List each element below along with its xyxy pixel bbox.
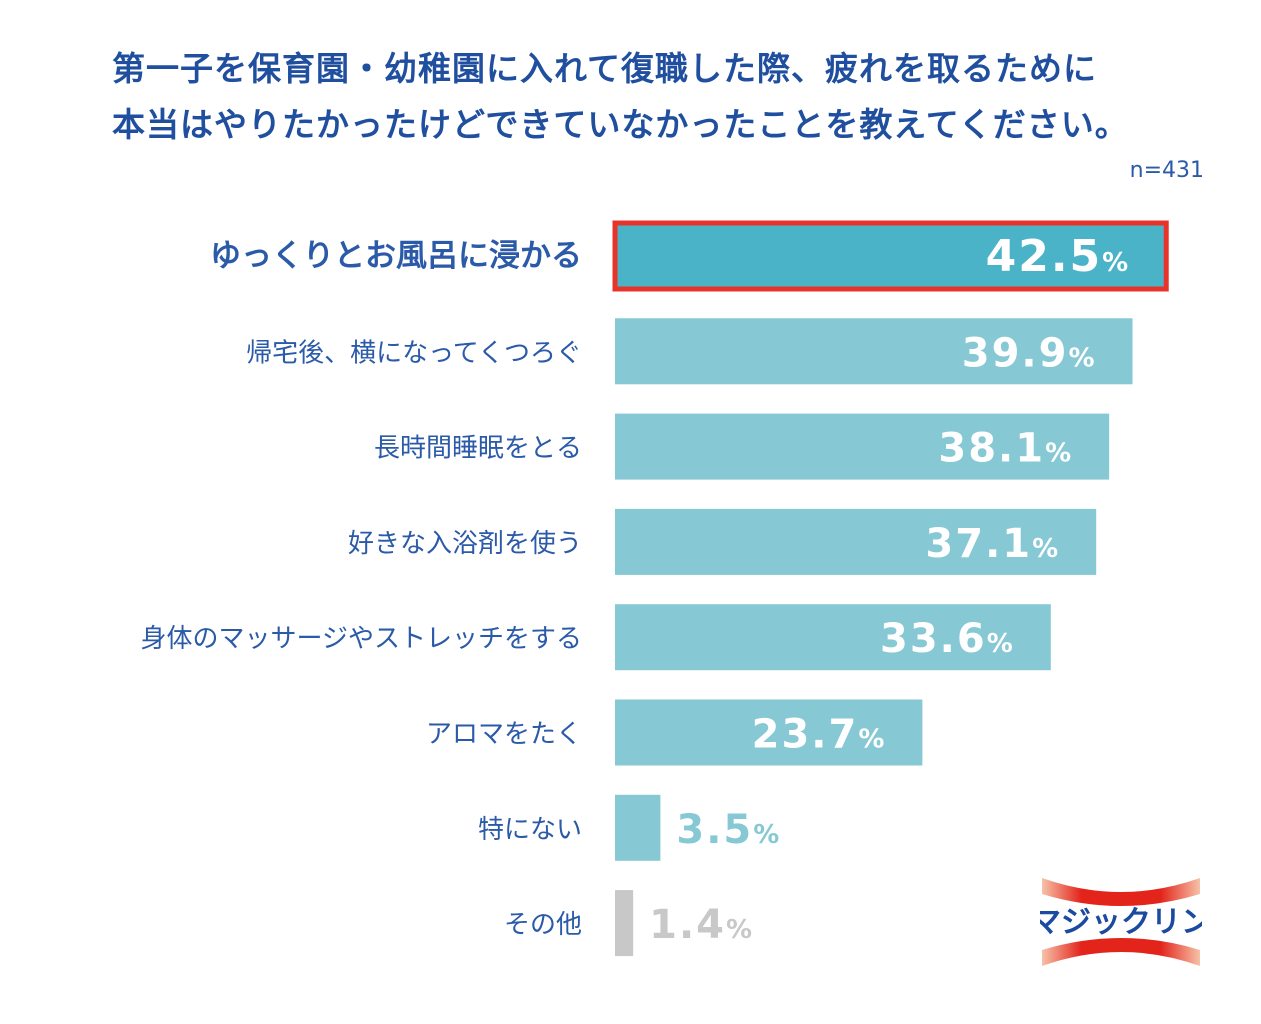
bar (615, 413, 1110, 480)
value-label: 3.5% (676, 807, 779, 853)
value-label: 42.5% (986, 231, 1129, 282)
bar (612, 220, 1169, 292)
category-label: 好きな入浴剤を使う (348, 529, 582, 559)
logo-text: マジックリン (1040, 905, 1202, 940)
bar (615, 318, 1133, 385)
bar (615, 699, 923, 766)
category-label: 特にない (478, 815, 582, 845)
chart-title-line-2: 本当はやりたかったけどできていなかったことを教えてください。 (112, 105, 1129, 144)
category-label: 帰宅後、横になってくつろぐ (246, 338, 582, 368)
value-label: 39.9% (962, 330, 1095, 376)
chart-title-line-1: 第一子を保育園・幼稚園に入れて復職した際、疲れを取るために (112, 49, 1098, 88)
bar (615, 508, 1097, 575)
value-label: 37.1% (925, 521, 1058, 567)
bar (615, 604, 1051, 671)
bar (615, 890, 634, 957)
category-label: ゆっくりとお風呂に浸かる (210, 238, 582, 274)
brand-logo: マジックリン (1040, 878, 1202, 966)
value-label: 38.1% (938, 426, 1071, 472)
value-label: 1.4% (649, 902, 752, 948)
value-label: 23.7% (752, 712, 885, 758)
sample-size: n=431 (1129, 158, 1204, 183)
category-label: 長時間睡眠をとる (374, 434, 582, 464)
category-label: 身体のマッサージやストレッチをする (141, 624, 582, 654)
category-label: その他 (504, 910, 582, 940)
bar (615, 794, 661, 861)
value-label: 33.6% (880, 616, 1013, 662)
category-label: アロマをたく (426, 720, 582, 750)
